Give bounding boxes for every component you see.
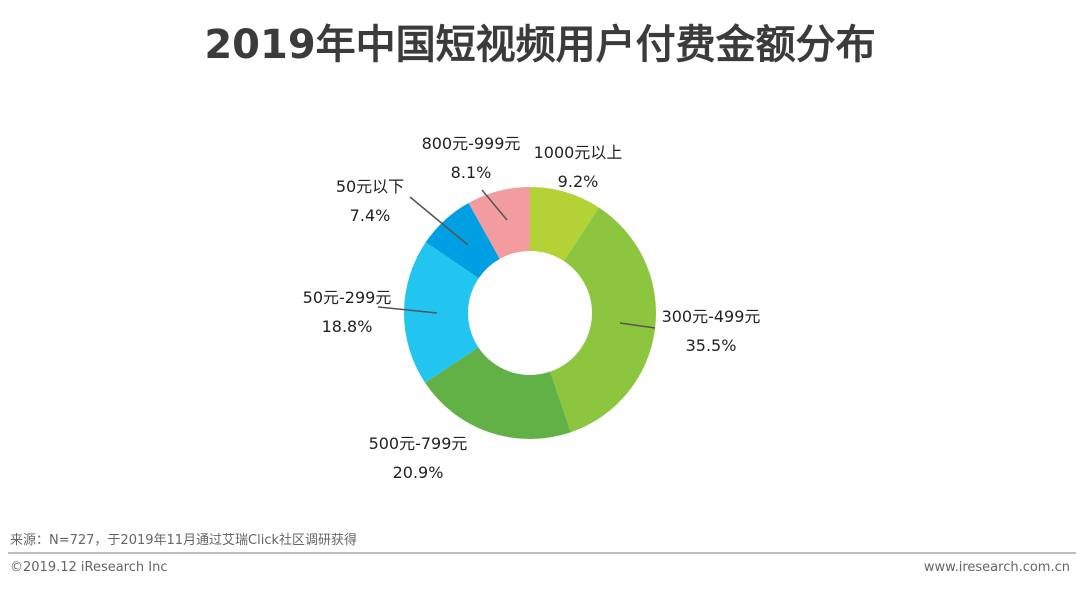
- leader-lines: [377, 189, 656, 329]
- slice-category-label: 500元-799元: [369, 434, 468, 453]
- leader-line: [377, 306, 438, 314]
- leader-line: [409, 196, 469, 246]
- donut-slices: [404, 187, 656, 440]
- donut-slice: [404, 242, 479, 383]
- slice-category-label: 300元-499元: [662, 307, 761, 326]
- donut-slice: [530, 187, 599, 262]
- slice-value-label: 35.5%: [686, 336, 737, 355]
- website-link[interactable]: www.iresearch.com.cn: [923, 560, 1070, 575]
- slice-category-label: 800元-999元: [422, 134, 521, 153]
- slice-category-label: 50元-299元: [303, 288, 392, 307]
- slice-value-label: 8.1%: [451, 163, 492, 182]
- donut-slice: [425, 347, 571, 440]
- slice-category-label: 1000元以上: [534, 143, 623, 162]
- slice-labels: 1000元以上 9.2% 300元-499元 35.5% 500元-799元 20.9% 5…: [303, 134, 761, 482]
- copyright-text: ©2019.12 iResearch Inc: [10, 560, 168, 575]
- slice-value-label: 7.4%: [350, 206, 391, 225]
- slice-category-label: 50元以下: [336, 177, 404, 196]
- slice-value-label: 20.9%: [393, 463, 444, 482]
- donut-slice: [468, 187, 530, 259]
- chart-title: 2019年中国短视频用户付费金额分布: [204, 22, 876, 68]
- donut-slice: [550, 207, 656, 433]
- slice-value-label: 18.8%: [322, 317, 373, 336]
- slice-value-label: 9.2%: [558, 172, 599, 191]
- leader-line: [481, 189, 508, 221]
- source-note: 来源：N=727，于2019年11月通过艾瑞Click社区调研获得: [10, 533, 358, 548]
- leader-line: [619, 322, 656, 329]
- footer-divider: [8, 552, 1076, 554]
